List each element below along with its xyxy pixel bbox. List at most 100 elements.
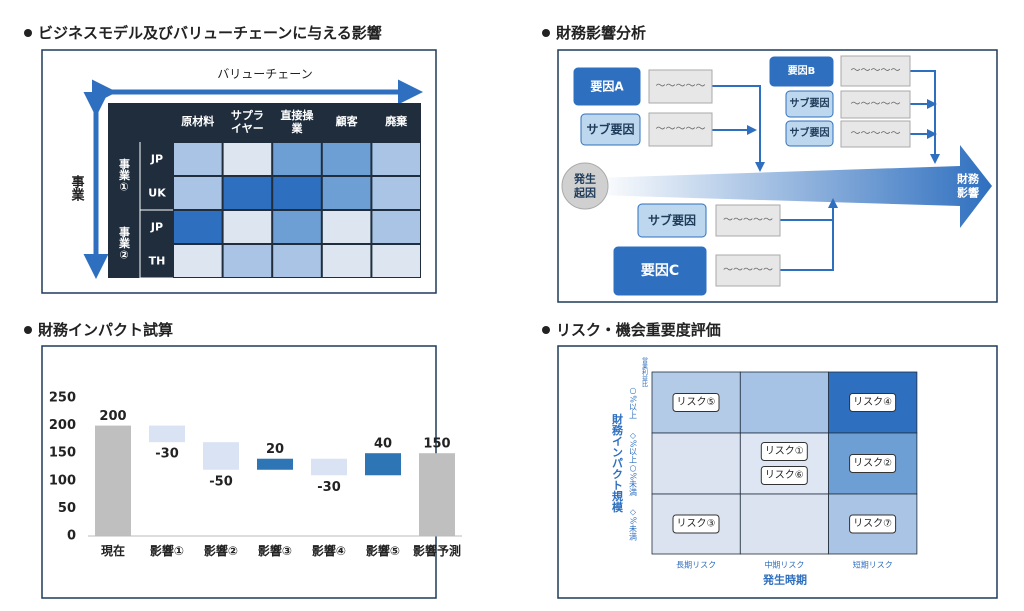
y-tick-label: 150: [49, 446, 76, 461]
x-category: 短期リスク: [853, 560, 893, 570]
data-label: 20: [266, 442, 284, 457]
heat-cell: [174, 245, 222, 277]
col-wrap: 廃棄: [385, 115, 408, 129]
column-header: 廃棄: [385, 115, 408, 129]
placeholder-box: [648, 112, 713, 147]
column-header: 直接操業: [280, 109, 314, 135]
heat-cell: [223, 211, 272, 243]
heat-cell: [372, 211, 420, 243]
impact-arrow: [595, 145, 992, 228]
placeholder: ～～～～～: [851, 129, 901, 140]
bar: [203, 442, 239, 470]
factor-box: [785, 90, 834, 118]
x-tick-label: 影響②: [204, 543, 238, 558]
placeholder-box: [715, 254, 781, 287]
factor-box: [637, 203, 707, 238]
risk-label: リスク⑤: [677, 396, 716, 408]
x-tick-label: 影響④: [312, 543, 346, 558]
y-tick-label: 100: [49, 473, 76, 488]
placeholder: ～～～～～: [723, 265, 773, 276]
y-tick-label: 200: [49, 418, 76, 433]
bullet: [542, 29, 550, 37]
heat-cell: [273, 211, 321, 243]
section-title: リスク・機会重要度評価: [556, 321, 721, 339]
origin: [561, 162, 609, 210]
section-title: 財務インパクト試算: [37, 321, 173, 339]
impact-label: 財務: [956, 172, 980, 186]
col-wrap: 顧客: [336, 116, 358, 128]
column-header: サプライヤー: [230, 109, 264, 135]
row-label: JP: [150, 221, 163, 234]
data-label: 200: [99, 409, 126, 424]
x-tick-label: 影響③: [258, 543, 292, 558]
heat-cell: [273, 143, 321, 175]
col-wrap: サプライヤー: [230, 109, 264, 135]
x-tick-label: 現在: [101, 543, 125, 558]
risk-box: [849, 514, 897, 534]
y-category: ◇%未満: [629, 508, 638, 542]
placeholder-box: [840, 90, 911, 119]
factor-box: [769, 56, 834, 87]
column-header: 原材料: [181, 115, 215, 129]
risk-label: リスク③: [677, 518, 716, 530]
placeholder-box: [648, 69, 713, 104]
risk-box: [760, 466, 808, 485]
y-tick-label: 250: [49, 391, 76, 406]
x-tick-label: 影響予測: [413, 543, 461, 558]
x-category: 中期リスク: [764, 560, 804, 570]
placeholder: ～～～～～: [656, 124, 706, 135]
x-label: 発生時期: [762, 573, 807, 587]
risk-label: リスク①: [765, 445, 804, 457]
heat-cell: [273, 177, 321, 209]
heat-cell: [372, 143, 420, 175]
matrix-cell: [739, 371, 829, 434]
data-label: -30: [317, 480, 341, 495]
impact-label: 影響: [957, 186, 979, 200]
risk-label: リスク⑦: [853, 518, 892, 530]
factor-label: サブ要因: [790, 97, 830, 110]
placeholder-box: [840, 120, 911, 148]
heat-cell: [372, 245, 420, 277]
factor-label: 要因B: [788, 65, 816, 77]
y-category: ○%以上: [629, 386, 638, 419]
connector: [712, 85, 765, 172]
origin-label: 発生: [573, 172, 596, 186]
col-wrap: 直接操業: [280, 109, 314, 135]
placeholder: ～～～～～: [656, 81, 706, 92]
risk-label: リスク②: [853, 457, 892, 469]
row-label: UK: [148, 187, 166, 200]
bar: [311, 458, 347, 476]
group-label: 事業①: [118, 157, 132, 193]
placeholder: ～～～～～: [851, 66, 901, 77]
placeholder: ～～～～～: [851, 99, 901, 110]
section-title: 財務影響分析: [555, 24, 646, 42]
placeholder: ～～～～～: [723, 215, 773, 226]
risk-box: [849, 454, 897, 473]
factor-box: [785, 120, 834, 147]
heat-cell: [322, 211, 371, 243]
heat-cell: [223, 143, 272, 175]
data-label: -50: [209, 474, 233, 489]
factor-label: 要因A: [590, 79, 624, 94]
connector: [780, 198, 838, 271]
heat-cell: [223, 177, 272, 209]
bullet: [24, 29, 32, 37]
col-wrap: 原材料: [181, 115, 215, 129]
bar: [149, 425, 185, 443]
factor-label: 要因C: [641, 263, 679, 279]
bar: [365, 453, 401, 476]
data-label: 150: [423, 437, 450, 452]
section-title: ビジネスモデル及びバリューチェーンに与える影響: [38, 24, 382, 42]
placeholder-box: [840, 55, 911, 87]
x-category: 長期リスク: [676, 561, 716, 570]
group-label: 事業②: [118, 225, 132, 261]
axis-label: 事業: [69, 174, 86, 202]
bar: [257, 458, 293, 470]
heat-cell: [372, 177, 420, 209]
bar: [419, 453, 455, 536]
placeholder-box: [715, 204, 781, 237]
risk-label: リスク④: [853, 396, 892, 408]
x-tick-label: 影響⑤: [366, 543, 400, 558]
risk-box: [672, 514, 720, 534]
